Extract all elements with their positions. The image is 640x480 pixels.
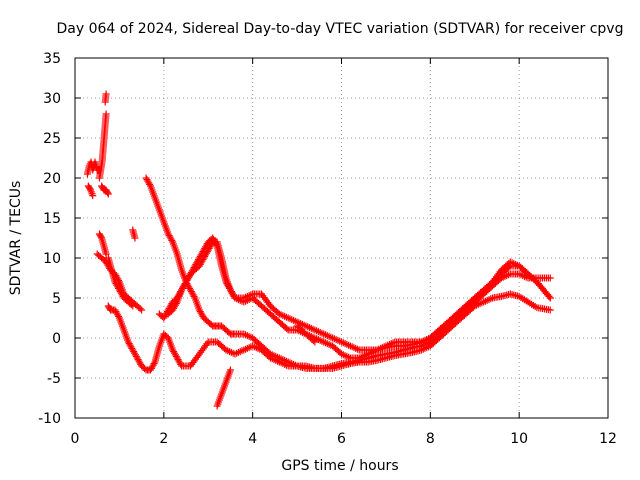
data-point <box>172 300 180 308</box>
axis-ticks: 0 2 4 6 8 10 12 -10 -5 0 5 10 15 20 25 30 35 <box>38 51 617 447</box>
x-tick-label: 10 <box>510 431 528 447</box>
x-tick-label: 2 <box>159 431 168 447</box>
plot-frame <box>74 57 609 419</box>
data-point <box>127 301 135 309</box>
data-point <box>225 329 233 337</box>
x-tick-label: 4 <box>248 431 257 447</box>
data-point <box>104 190 112 198</box>
series-arc-2 <box>84 182 97 200</box>
grid-lines <box>75 58 608 418</box>
data-point <box>168 236 176 244</box>
y-axis-label: SDTVAR / TECUs <box>8 181 24 296</box>
data-point <box>207 321 215 329</box>
series-arc-13 <box>164 238 554 354</box>
series-arc-7 <box>95 230 110 258</box>
y-tick-label: 35 <box>43 51 61 67</box>
data-point <box>97 233 105 241</box>
data-point <box>505 263 513 271</box>
data-point <box>311 338 319 346</box>
data-point <box>150 360 158 368</box>
data-point <box>138 306 146 314</box>
x-tick-label: 6 <box>337 431 346 447</box>
data-point <box>546 294 554 302</box>
data-point <box>226 366 234 374</box>
data-point <box>131 234 139 242</box>
data-point <box>115 312 123 320</box>
y-tick-label: 0 <box>52 331 61 347</box>
series-arc-4 <box>98 182 112 198</box>
data-point <box>129 302 137 310</box>
data-point <box>545 292 553 300</box>
data-point <box>89 192 97 200</box>
data-point <box>283 325 291 333</box>
data-point <box>102 90 110 98</box>
data-point <box>141 365 149 373</box>
series-arc-5 <box>101 90 110 106</box>
data-point <box>546 274 554 282</box>
data-points <box>83 90 554 410</box>
data-point <box>104 189 112 197</box>
y-tick-label: -5 <box>47 371 61 387</box>
data-point <box>146 180 154 188</box>
series-arc-3 <box>95 110 110 182</box>
data-point <box>86 185 94 193</box>
data-point <box>102 250 110 258</box>
y-tick-label: 5 <box>52 291 61 307</box>
data-point <box>136 305 144 313</box>
x-tick-label: 12 <box>599 431 617 447</box>
series-arc-15 <box>293 322 319 346</box>
series-arc-6 <box>93 250 146 314</box>
data-point <box>309 337 317 345</box>
y-tick-label: 10 <box>43 251 61 267</box>
x-tick-label: 0 <box>71 431 80 447</box>
data-point <box>190 292 198 300</box>
y-tick-label: 15 <box>43 211 61 227</box>
data-point <box>546 306 554 314</box>
series-arc-14 <box>213 366 234 410</box>
y-tick-label: 25 <box>43 131 61 147</box>
y-tick-label: -10 <box>38 411 61 427</box>
data-point <box>203 340 211 348</box>
x-axis-label: GPS time / hours <box>281 458 398 474</box>
series-arc-10 <box>129 226 139 242</box>
x-tick-label: 8 <box>426 431 435 447</box>
data-point <box>102 110 110 118</box>
chart-title: Day 064 of 2024, Sidereal Day-to-day VTE… <box>57 21 624 37</box>
series-arc-8 <box>104 254 137 310</box>
y-tick-label: 20 <box>43 171 61 187</box>
y-tick-label: 30 <box>43 91 61 107</box>
